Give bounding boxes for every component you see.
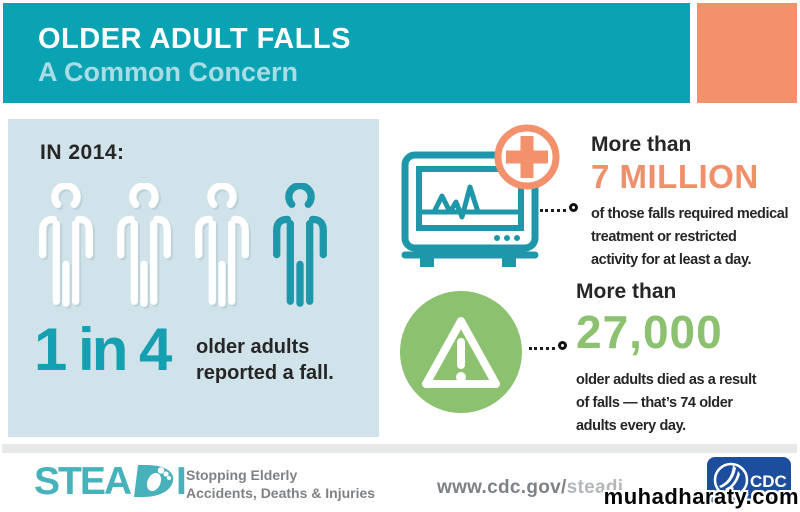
cdc-url-main: www.cdc.gov/ (437, 477, 567, 498)
fact-lead: More than (591, 133, 692, 156)
fact-value: 27,000 (576, 306, 723, 358)
stat-value: 1 in 4 (34, 316, 172, 383)
fact-description: older adults died as a result of falls —… (576, 372, 757, 435)
footer-divider (2, 444, 797, 453)
page-subtitle: A Common Concern (38, 57, 299, 87)
cdc-url: www.cdc.gov/steadi (437, 477, 623, 499)
fact-deaths: More than 27,000 older adults died as a … (576, 280, 757, 439)
person-highlighted-icon (273, 183, 327, 307)
fact-lead: More than (576, 280, 677, 303)
warning-triangle-icon (400, 291, 522, 413)
fact-value: 7 MILLION (591, 158, 759, 195)
connector-circle-icon (558, 341, 567, 350)
medical-plus-icon (494, 124, 560, 190)
fact-medical: More than 7 MILLION of those falls requi… (591, 133, 789, 273)
steadi-logo-text: STEA (34, 463, 132, 501)
connector-circle-icon (569, 203, 578, 212)
person-icon (39, 183, 93, 307)
dotted-connector (529, 347, 555, 350)
header-banner: OLDER ADULT FALLS A Common Concern (3, 3, 690, 103)
stat-caption: older adults reported a fall. (196, 336, 334, 385)
person-icon (195, 183, 249, 307)
watermark: muhadharaty.com (603, 484, 799, 509)
page-title: OLDER ADULT FALLS (38, 23, 351, 55)
cdc-logo-label: CDC (750, 472, 787, 491)
cdc-url-path: steadi (566, 477, 624, 498)
dotted-connector (540, 209, 566, 212)
steadi-logo-text-i: I (176, 463, 187, 501)
pictograph-figures (34, 183, 332, 309)
cdc-logo: CDC (705, 455, 793, 505)
fact-description: of those falls required medical treatmen… (591, 206, 789, 269)
steadi-tagline: Stopping Elderly Accidents, Deaths & Inj… (186, 467, 376, 502)
statistic-panel: IN 2014: (8, 119, 379, 437)
header-accent-block (697, 3, 797, 103)
steadi-logo: STEA I (34, 463, 187, 501)
person-icon (117, 183, 171, 307)
year-label: IN 2014: (40, 141, 125, 164)
